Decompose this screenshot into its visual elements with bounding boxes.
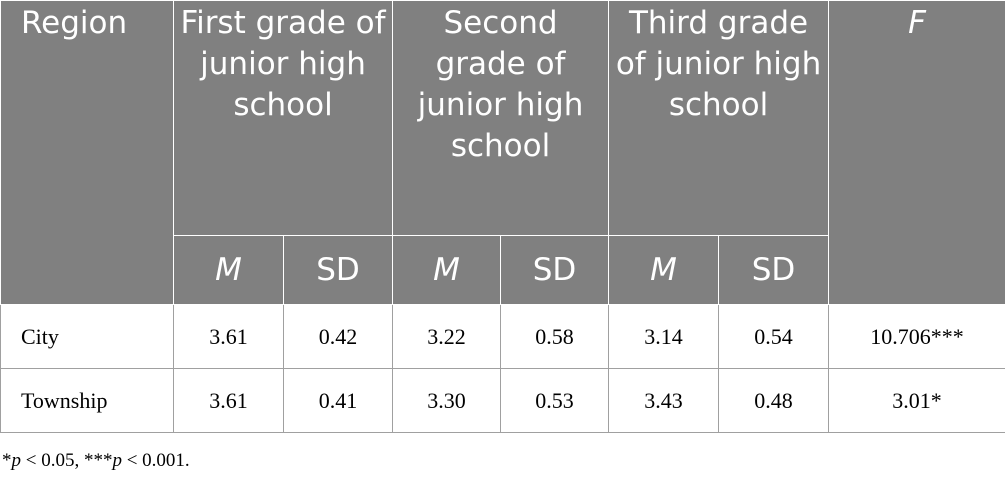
header-cell: First grade of junior high school (172, 0, 394, 236)
cell: 3.01* (828, 368, 1005, 433)
footnote-part: * (2, 450, 12, 471)
cell: 3.43 (608, 368, 720, 433)
cell: 0.53 (500, 368, 610, 433)
cell: 3.30 (392, 368, 502, 433)
footnote-part: p (11, 450, 22, 471)
cell: 10.706*** (828, 304, 1005, 369)
cell: 0.48 (718, 368, 830, 433)
subheader-cell: SD (718, 235, 830, 305)
subheader-cell: SD (500, 235, 610, 305)
footnote-part: < 0.05, *** (21, 450, 113, 471)
header-cell: F (828, 0, 1005, 305)
subheader-cell: M (608, 235, 720, 305)
header-row: Region First grade of junior high school S… (0, 0, 1005, 305)
cell: 0.58 (500, 304, 610, 369)
cell: 0.42 (282, 304, 394, 369)
header-cell: Region (0, 0, 174, 305)
cell: Township (0, 368, 174, 433)
header-cell: Third grade of junior high school (608, 0, 830, 236)
cell: 0.41 (282, 368, 394, 433)
footnote: *p < 0.05, ***p < 0.001. (2, 450, 190, 472)
body-row: Township 3.61 0.41 3.30 0.53 3.43 0.48 3.01* (0, 368, 1005, 433)
footnote-part: p (112, 450, 122, 471)
cell: City (0, 304, 174, 369)
cell: 3.14 (608, 304, 720, 369)
cell: 3.22 (392, 304, 502, 369)
cell: 3.61 (173, 368, 284, 433)
subheader-row: M SD M SD M SD (1, 235, 1005, 305)
subheader-cell: M (173, 235, 284, 305)
data-table: Region First grade of junior high school S… (0, 0, 1005, 433)
footnote-part: < 0.001. (121, 450, 190, 471)
body-row: City 3.61 0.42 3.22 0.58 3.14 0.54 10.706*** (0, 304, 1005, 369)
cell: 3.61 (173, 304, 284, 369)
subheader-cell: M (392, 235, 502, 305)
header-cell: Second grade of junior high school (392, 0, 610, 236)
cell: 0.54 (718, 304, 830, 369)
subheader-cell: SD (282, 235, 394, 305)
